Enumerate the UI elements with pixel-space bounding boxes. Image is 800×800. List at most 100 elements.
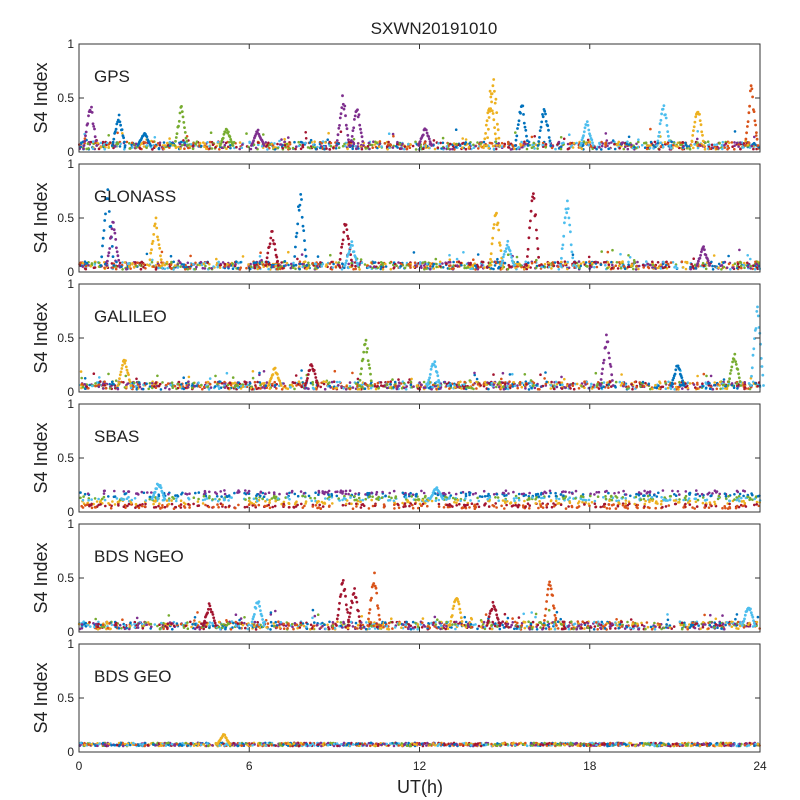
data-point [661, 505, 664, 509]
data-point [470, 502, 474, 506]
data-point [664, 265, 667, 269]
data-point [602, 261, 606, 264]
data-point [689, 265, 692, 269]
data-point [294, 374, 298, 377]
data-point [124, 359, 127, 362]
data-point [495, 493, 499, 496]
data-point [167, 502, 171, 506]
data-point [498, 144, 502, 147]
data-point [493, 89, 496, 93]
data-point [366, 145, 370, 148]
data-point [264, 492, 267, 496]
data-point [494, 147, 498, 151]
scintillation-spike [525, 192, 541, 267]
data-point [107, 134, 110, 137]
data-point [604, 132, 608, 135]
data-point [506, 267, 510, 271]
data-point [661, 107, 665, 111]
data-point [121, 363, 124, 367]
data-point [414, 148, 418, 151]
data-point [118, 373, 122, 377]
data-point [345, 259, 348, 263]
data-point [282, 382, 285, 385]
data-point [158, 141, 162, 144]
data-point [125, 497, 129, 501]
data-point [102, 492, 106, 495]
data-point [87, 264, 90, 267]
data-point [400, 147, 403, 150]
data-point [183, 265, 186, 269]
data-point [664, 387, 668, 391]
data-point [89, 265, 92, 268]
data-point [710, 260, 713, 264]
data-point [461, 137, 465, 140]
data-point [79, 496, 82, 500]
data-point [702, 245, 705, 249]
data-point [464, 138, 468, 141]
data-point [678, 500, 681, 504]
data-point [245, 266, 248, 270]
data-point [109, 506, 113, 510]
chart-title: SXWN20191010 [371, 19, 498, 38]
data-point [721, 506, 724, 510]
data-point [313, 372, 317, 376]
data-point [205, 497, 209, 500]
data-point [430, 144, 433, 147]
data-point [297, 140, 301, 144]
data-point [298, 265, 301, 268]
data-point [635, 142, 638, 146]
data-point [539, 125, 543, 129]
data-point [303, 239, 306, 243]
data-point [492, 147, 496, 151]
data-point [342, 387, 345, 390]
data-point [300, 502, 303, 506]
data-point [681, 141, 685, 144]
data-point [249, 262, 252, 266]
data-point [674, 368, 678, 372]
data-point [278, 492, 281, 496]
data-point [733, 130, 737, 133]
data-point [555, 497, 558, 500]
data-point [191, 144, 195, 147]
data-point [659, 145, 663, 148]
data-point [529, 209, 533, 213]
data-point [127, 490, 131, 493]
data-point [134, 384, 138, 388]
data-point [300, 253, 304, 256]
data-point [208, 262, 211, 266]
data-point [196, 263, 199, 267]
data-point [692, 257, 695, 261]
data-point [458, 144, 462, 147]
data-point [340, 385, 343, 388]
data-point [591, 147, 594, 150]
data-point [695, 505, 699, 508]
data-point [503, 145, 506, 148]
data-point [231, 262, 234, 266]
data-point [182, 263, 186, 266]
data-point [301, 143, 305, 147]
data-point [689, 267, 692, 271]
data-point [750, 366, 754, 370]
data-point [702, 372, 706, 376]
data-point [508, 265, 512, 268]
data-point [165, 499, 169, 502]
data-point [353, 495, 356, 498]
data-point [541, 506, 545, 510]
data-point [473, 371, 476, 375]
data-point [329, 253, 332, 257]
data-point [355, 502, 358, 506]
data-point [142, 265, 145, 269]
data-point [91, 122, 95, 126]
data-point [593, 499, 597, 503]
y-axis-label: S4 Index [31, 62, 51, 133]
data-point [754, 123, 757, 127]
data-point [616, 267, 620, 270]
data-point [567, 147, 571, 150]
data-point [389, 267, 393, 271]
data-point [338, 380, 342, 384]
data-point [635, 492, 638, 496]
data-point [523, 373, 527, 376]
data-point [669, 384, 673, 387]
data-point [281, 267, 285, 270]
data-point [164, 383, 168, 387]
